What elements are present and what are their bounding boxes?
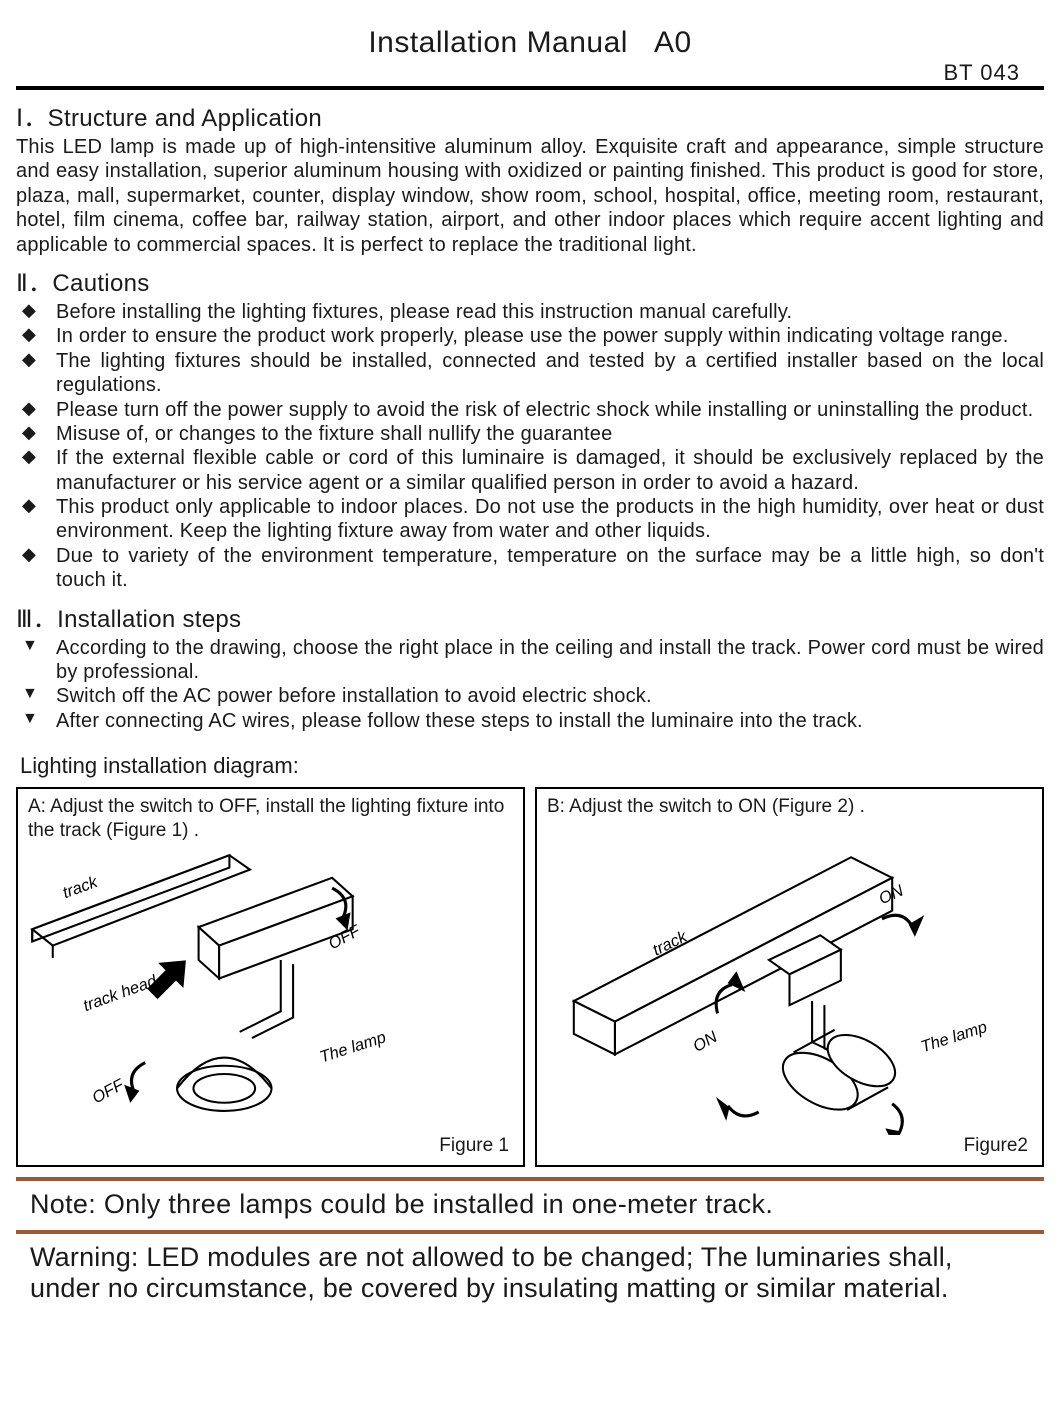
label-track: track — [60, 873, 100, 902]
document-code: BT 043 — [943, 60, 1020, 86]
list-item: In order to ensure the product work prop… — [16, 324, 1044, 348]
note-text: Note: Only three lamps could be installe… — [30, 1189, 1030, 1220]
cautions-list: Before installing the lighting fixtures,… — [16, 300, 1044, 593]
list-item: Misuse of, or changes to the fixture sha… — [16, 422, 1044, 446]
list-item: This product only applicable to indoor p… — [16, 495, 1044, 544]
label-lamp: The lamp — [318, 1028, 389, 1066]
diagram-b-caption: B: Adjust the switch to ON (Figure 2) . — [547, 795, 1032, 819]
list-item: Please turn off the power supply to avoi… — [16, 398, 1044, 422]
section-steps-heading: Ⅲ．Installation steps — [16, 599, 1044, 634]
note-bottom-rule — [16, 1230, 1044, 1234]
header-rule — [16, 86, 1044, 90]
diagram-a-illustration: track track head OFF OFF The lamp — [24, 847, 517, 1135]
diagram-a-caption: A: Adjust the switch to OFF, install the… — [28, 795, 513, 843]
diagram-panel-b: B: Adjust the switch to ON (Figure 2) . — [535, 787, 1044, 1167]
figure-2-label: Figure2 — [964, 1135, 1028, 1157]
diagram-panel-a: A: Adjust the switch to OFF, install the… — [16, 787, 525, 1167]
section-structure-body: This LED lamp is made up of high-intensi… — [16, 135, 1044, 257]
page-title: Installation Manual — [368, 26, 628, 60]
list-item: Before installing the lighting fixtures,… — [16, 300, 1044, 324]
diagram-title: Lighting installation diagram: — [20, 753, 1044, 779]
steps-list: According to the drawing, choose the rig… — [16, 636, 1044, 734]
list-item: The lighting fixtures should be installe… — [16, 349, 1044, 398]
label-lamp: The lamp — [919, 1018, 990, 1056]
header: Installation Manual A0 BT 043 — [16, 26, 1044, 66]
diagram-b-illustration: track ON ON The lamp — [543, 847, 1036, 1135]
label-off-bottom: OFF — [89, 1076, 127, 1108]
list-item: Switch off the AC power before installat… — [16, 684, 1044, 708]
warning-text: Warning: LED modules are not allowed to … — [30, 1242, 1030, 1304]
note-top-rule — [16, 1177, 1044, 1181]
figure-1-label: Figure 1 — [439, 1135, 509, 1157]
list-item: Due to variety of the environment temper… — [16, 544, 1044, 593]
revision-code: A0 — [654, 26, 692, 60]
label-track-head: track head — [81, 972, 160, 1015]
title-row: Installation Manual A0 — [16, 26, 1044, 60]
section-cautions-heading: Ⅱ．Cautions — [16, 263, 1044, 298]
list-item: According to the drawing, choose the rig… — [16, 636, 1044, 685]
list-item: If the external flexible cable or cord o… — [16, 446, 1044, 495]
list-item: After connecting AC wires, please follow… — [16, 709, 1044, 733]
label-on-bottom: ON — [690, 1028, 720, 1056]
diagram-row: A: Adjust the switch to OFF, install the… — [16, 787, 1044, 1167]
section-structure-heading: Ⅰ．Structure and Application — [16, 98, 1044, 133]
